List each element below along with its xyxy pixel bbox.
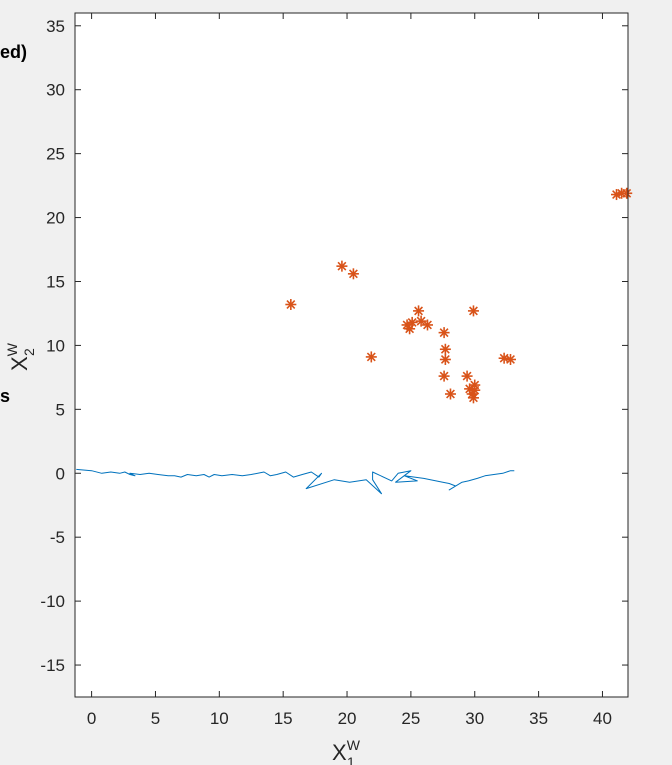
scatter-point [505,353,517,365]
scatter-point [406,316,418,328]
plot-area [75,13,628,697]
x-tick-label: 40 [593,709,612,728]
x-tick-label: 5 [151,709,160,728]
scatter-point [469,379,481,391]
asterisk-stroke [446,389,455,399]
x-tick-label: 25 [401,709,420,728]
y-tick-label: -10 [40,592,65,611]
asterisk-stroke [337,261,347,271]
asterisk-stroke [440,355,450,364]
scatter-point [439,343,451,355]
asterisk-stroke [440,344,450,354]
asterisk-stroke [469,393,478,403]
y-tick-label: 0 [56,464,65,483]
scatter-point [365,351,377,363]
asterisk-stroke [462,371,472,381]
asterisk-stroke [423,320,432,330]
scatter-point [438,327,450,339]
scatter-point [285,298,297,310]
scatter-point [415,315,427,327]
x-tick-label: 0 [87,709,96,728]
scatter-point [439,353,451,365]
y-tick-label: 30 [46,81,65,100]
scatter-point [438,370,450,382]
left-edge-text-fragment-mid: s [0,386,10,406]
asterisk-stroke [366,352,376,362]
scatter-point [461,370,473,382]
asterisk-stroke [470,380,480,390]
y-tick-label: 5 [56,400,65,419]
y-tick-label: 25 [46,145,65,164]
x-tick-label: 15 [274,709,293,728]
asterisk-stroke [439,328,449,338]
y-tick-label: 15 [46,272,65,291]
x-axis-label: XW 1 [332,737,361,765]
y-tick-label: 20 [46,209,65,228]
asterisk-stroke [465,384,475,394]
ticks-layer: 0 5 10 15 20 25 30 35 40 -15 -10 -5 0 5 10 15 20 25 30 35 [40,13,628,728]
y-axis-label: XW2 [4,342,37,371]
asterisk-stroke [612,190,621,200]
asterisk-stroke [407,317,417,327]
y-tick-label: -5 [50,528,65,547]
left-edge-text-fragment-top: ed) [0,42,27,62]
asterisk-stroke [286,300,296,309]
asterisk-stroke [506,355,515,364]
y-tick-label: 10 [46,336,65,355]
x-tick-label: 30 [465,709,484,728]
x-tick-label: 20 [338,709,357,728]
asterisk-stroke [416,316,426,326]
series-line [76,468,515,495]
asterisk-stroke [622,188,632,198]
data-layer [76,187,633,495]
scatter-point [413,305,425,317]
scatter-point [621,187,633,199]
y-tick-label: 35 [46,17,65,36]
scatter-point [611,189,623,201]
axes-box [74,12,629,698]
asterisk-stroke [469,306,478,316]
scatter-point [467,305,479,317]
scatter-point [467,392,479,404]
asterisk-stroke [439,371,449,381]
scatter-point [421,319,433,331]
x-tick-label: 35 [529,709,548,728]
asterisk-stroke [414,306,424,316]
x-tick-label: 10 [210,709,229,728]
scatter-point [336,260,348,272]
scatter-point [444,388,456,400]
scatter-point [347,268,359,280]
y-tick-label: -15 [40,656,65,675]
asterisk-stroke [348,269,358,279]
